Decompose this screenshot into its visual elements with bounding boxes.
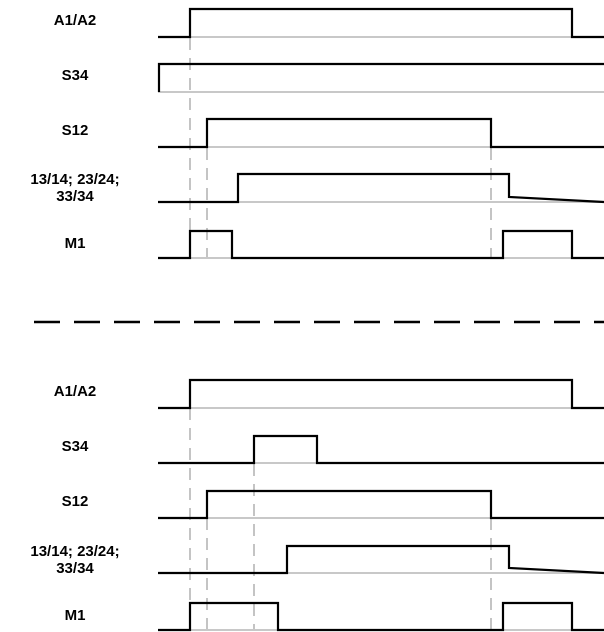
signal-label-contacts-line2: 33/34: [56, 560, 94, 577]
signal-label-s12: S12: [62, 122, 89, 139]
timing-diagram-bottom: A1/A2 S34 S12 13/14; 23/24; 33/34 M1: [30, 378, 604, 632]
signal-label-a1a2: A1/A2: [54, 12, 97, 29]
waveform-contacts: [158, 544, 604, 575]
timing-diagram-top: A1/A2 S34 S12 13/14; 23/24; 33/34 M1: [30, 7, 604, 260]
signal-label-contacts-line2: 33/34: [56, 188, 94, 205]
waveform-a1a2: [158, 7, 604, 39]
signal-label-m1: M1: [65, 235, 86, 252]
waveform-a1a2: [158, 378, 604, 410]
signal-label-contacts-line1: 13/14; 23/24;: [30, 171, 119, 188]
signal-label-m1: M1: [65, 607, 86, 624]
signal-label-s12: S12: [62, 493, 89, 510]
signal-label-s34: S34: [62, 438, 89, 455]
signal-label-s34: S34: [62, 67, 89, 84]
waveform-s34: [158, 434, 604, 465]
waveform-s12: [158, 489, 604, 520]
waveform-m1: [158, 229, 604, 260]
waveform-m1: [158, 601, 604, 632]
waveform-s34: [157, 62, 604, 92]
waveform-contacts: [158, 172, 604, 204]
signal-label-contacts-line1: 13/14; 23/24;: [30, 543, 119, 560]
signal-label-a1a2: A1/A2: [54, 383, 97, 400]
waveform-s12: [158, 117, 604, 149]
